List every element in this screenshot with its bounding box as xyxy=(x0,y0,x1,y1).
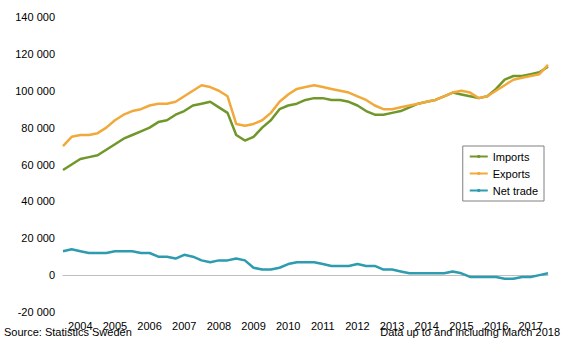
svg-text:80 000: 80 000 xyxy=(21,122,55,134)
svg-text:Source: Statistics Sweden: Source: Statistics Sweden xyxy=(4,325,132,338)
svg-text:2017: 2017 xyxy=(518,320,542,332)
svg-text:2005: 2005 xyxy=(103,320,127,332)
svg-text:Imports: Imports xyxy=(493,151,530,163)
svg-text:Data up to and including March: Data up to and including March 2018 xyxy=(380,325,560,338)
svg-text:Exports: Exports xyxy=(493,168,531,180)
svg-text:140 000: 140 000 xyxy=(15,11,55,23)
svg-text:2009: 2009 xyxy=(241,320,265,332)
svg-text:2008: 2008 xyxy=(207,320,231,332)
svg-text:2016: 2016 xyxy=(484,320,508,332)
svg-text:2007: 2007 xyxy=(172,320,196,332)
svg-text:2014: 2014 xyxy=(415,320,439,332)
svg-text:2010: 2010 xyxy=(276,320,300,332)
svg-text:120 000: 120 000 xyxy=(15,48,55,60)
svg-text:20 000: 20 000 xyxy=(21,232,55,244)
svg-text:0: 0 xyxy=(49,269,55,281)
svg-text:60 000: 60 000 xyxy=(21,159,55,171)
svg-text:Net trade: Net trade xyxy=(493,185,538,197)
svg-text:40 000: 40 000 xyxy=(21,195,55,207)
svg-text:2004: 2004 xyxy=(68,320,92,332)
svg-text:-20 000: -20 000 xyxy=(18,306,55,318)
svg-text:2015: 2015 xyxy=(449,320,473,332)
svg-text:2011: 2011 xyxy=(311,320,335,332)
svg-text:2012: 2012 xyxy=(345,320,369,332)
svg-text:2006: 2006 xyxy=(137,320,161,332)
svg-text:100 000: 100 000 xyxy=(15,85,55,97)
svg-text:2013: 2013 xyxy=(380,320,404,332)
